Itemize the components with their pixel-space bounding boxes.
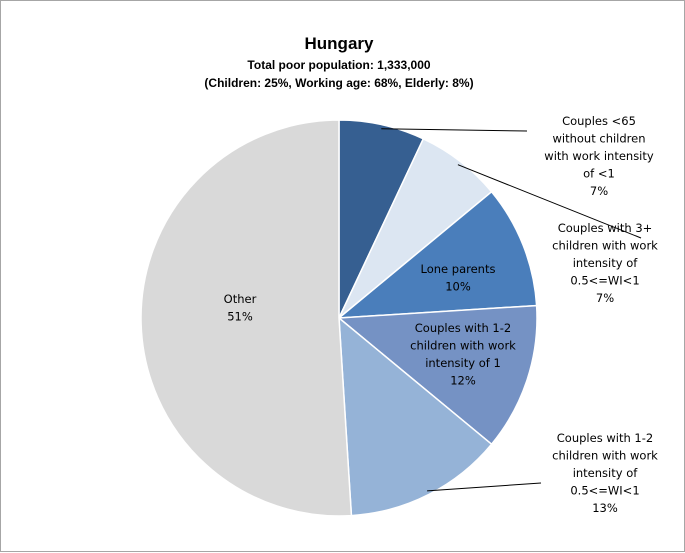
pie-slice-3 (337, 304, 538, 446)
slice-category-label: 0.5<=WI<1 (570, 484, 639, 498)
slice-label-1: Couples with 3+ children with work intensi… (552, 221, 658, 305)
slice-category-label: Couples with 3+ (558, 221, 653, 235)
slice-label-3: Couples with 1-2 children with work intens… (410, 321, 516, 388)
slice-label-5: Other 51% (224, 292, 257, 324)
slice-category-label: children with work (552, 449, 658, 463)
slice-label-4: Couples with 1-2 children with work intens… (552, 431, 658, 515)
slice-value-label: 51% (227, 310, 253, 324)
slice-category-label: 0.5<=WI<1 (570, 274, 639, 288)
chart-subtitle-line-2: (Children: 25%, Working age: 68%, Elderl… (204, 76, 473, 90)
slice-category-label: Lone parents (421, 262, 496, 276)
leader-line-4 (427, 482, 542, 492)
slice-category-label: without children (552, 132, 645, 146)
chart-subtitle-line-1: Total poor population: 1,333,000 (247, 58, 430, 72)
slice-category-label: children with work (552, 239, 658, 253)
slice-category-label: children with work (410, 339, 516, 353)
slice-category-label: Couples with 1-2 (415, 321, 511, 335)
slice-category-label: Other (224, 292, 257, 306)
slice-category-label: intensity of (573, 256, 639, 270)
leader-line-0 (381, 128, 528, 132)
chart-title: Hungary (305, 34, 375, 53)
slice-category-label: Couples with 1-2 (557, 431, 653, 445)
leader-line-1 (457, 164, 642, 239)
slice-value-label: 10% (445, 280, 471, 294)
slice-category-label: intensity of 1 (425, 356, 501, 370)
pie-slice-2 (336, 190, 538, 319)
slice-value-label: 7% (590, 184, 608, 198)
pie-slice-4 (338, 316, 493, 517)
slice-category-label: Couples <65 (562, 114, 636, 128)
slice-value-label: 13% (592, 501, 618, 515)
slice-category-label: of <1 (583, 167, 615, 181)
slice-label-0: Couples <65 without children with work int… (544, 114, 654, 198)
slice-value-label: 12% (450, 374, 476, 388)
slice-category-label: with work intensity (544, 149, 654, 163)
slice-label-2: Lone parents 10% (421, 262, 496, 294)
pie-slice-5 (140, 119, 353, 517)
slice-category-label: intensity of (573, 466, 639, 480)
slice-value-label: 7% (596, 291, 614, 305)
